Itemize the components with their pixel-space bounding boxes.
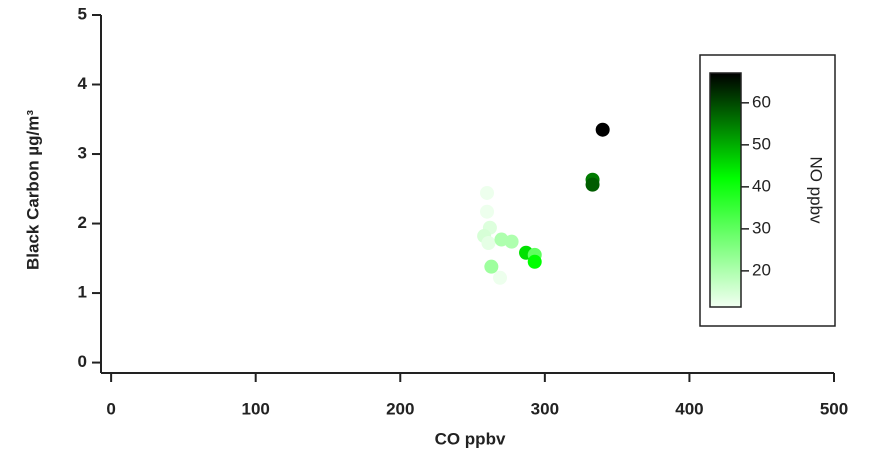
x-tick-label: 500 [820,399,848,418]
x-tick-label: 400 [675,399,703,418]
y-axis-label: Black Carbon µg/m³ [23,110,42,270]
colorbar-tick-label: 60 [752,92,771,111]
y-tick-label: 5 [78,4,87,23]
colorbar [709,72,742,308]
colorbar-tick-label: 40 [752,176,771,195]
colorbar-ticks: 20 30 40 50 60 [741,92,771,279]
point [585,177,600,192]
point [504,234,519,249]
y-tick-label: 1 [78,283,87,302]
point [484,259,499,274]
x-tick-label: 0 [106,399,115,418]
x-tick-label: 100 [242,399,270,418]
point [527,254,542,269]
x-tick-label: 300 [531,399,559,418]
point [480,185,495,200]
point [480,204,495,219]
x-tick-label: 200 [386,399,414,418]
x-axis-label: CO ppbv [435,429,506,448]
y-tick-label: 0 [78,352,87,371]
colorbar-tick-label: 30 [752,218,771,237]
point [493,270,508,285]
colorbar-tick-label: 20 [752,260,771,279]
y-tick-label: 2 [78,213,87,232]
point [595,122,610,137]
colorbar-label: NO ppbv [807,156,826,224]
point [481,236,496,251]
y-tick-label: 4 [78,74,88,93]
y-tick-label: 3 [78,144,87,163]
colorbar-tick-label: 50 [752,134,771,153]
